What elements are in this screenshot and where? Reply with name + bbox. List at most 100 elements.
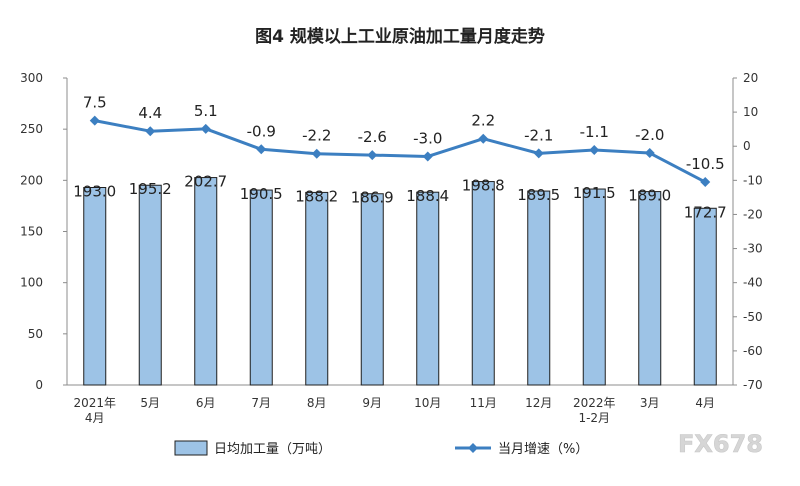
x-axis-category-line: 4月 (85, 411, 105, 425)
bar (194, 177, 218, 386)
line-point-marker (422, 151, 433, 162)
right-axis-tick-label: -50 (743, 310, 763, 324)
line-value-label: -2.6 (358, 128, 387, 146)
legend-line-label: 当月增速（%） (498, 442, 588, 457)
x-axis-category-label: 3月 (640, 396, 660, 410)
x-axis-category-line: 9月 (362, 396, 382, 410)
watermark: FX678 (678, 426, 778, 464)
line-value-label: -0.9 (247, 122, 276, 140)
right-axis-tick-label: 20 (743, 71, 758, 85)
x-axis-category-line: 2021年 (73, 396, 116, 410)
legend-line-marker (468, 443, 478, 453)
line-point-marker (533, 148, 544, 159)
line-value-label: 4.4 (138, 104, 162, 122)
right-axis-tick-label: -60 (743, 344, 763, 358)
line-value-label: -2.0 (635, 126, 664, 144)
line-value-label: -1.1 (580, 123, 609, 141)
x-axis-category-label: 9月 (362, 396, 382, 410)
left-axis-tick-label: 150 (20, 225, 43, 239)
right-axis-tick-label: -20 (743, 207, 763, 221)
bar-value-label: 198.8 (462, 177, 505, 195)
line-point-marker (200, 123, 211, 134)
bar-value-label: 202.7 (184, 173, 227, 191)
bar-value-label: 193.0 (73, 182, 116, 200)
line-value-label: -3.0 (413, 129, 442, 147)
right-axis-tick-label: 10 (743, 105, 758, 119)
x-axis-category-label: 7月 (251, 396, 271, 410)
x-axis-category-label: 8月 (307, 396, 327, 410)
watermark-text: FX678 (678, 430, 763, 458)
bar (693, 207, 717, 386)
left-axis-tick-label: 0 (35, 378, 43, 392)
line-point-marker (89, 115, 100, 126)
line-value-label: -2.2 (302, 127, 331, 145)
bar (360, 193, 384, 386)
bar (83, 186, 107, 386)
x-axis-category-label: 2022年 1-2月 (573, 396, 616, 425)
x-axis-category-line: 12月 (525, 396, 552, 410)
x-axis-category-line: 5月 (140, 396, 160, 410)
x-axis-category-label: 5月 (140, 396, 160, 410)
line-point-marker (256, 144, 267, 155)
x-axis-category-line: 3月 (640, 396, 660, 410)
line-value-label: -10.5 (686, 155, 725, 173)
line-value-label: 7.5 (83, 94, 107, 112)
right-axis-tick-label: 0 (743, 139, 751, 153)
line-point-marker (644, 148, 655, 159)
watermark-logo: FX678 (678, 430, 764, 459)
line-point-marker (367, 150, 378, 161)
x-axis-category-line: 4月 (695, 396, 715, 410)
x-axis-category-line: 11月 (470, 396, 497, 410)
bar-value-label: 190.5 (240, 185, 283, 203)
x-axis-category-label: 11月 (470, 396, 497, 410)
right-axis-tick-label: -30 (743, 242, 763, 256)
left-axis-tick-label: 50 (28, 327, 43, 341)
bar (305, 191, 329, 386)
line-point-marker (311, 148, 322, 159)
x-axis-category-line: 1-2月 (578, 411, 610, 425)
x-axis-category-line: 10月 (414, 396, 441, 410)
bar (638, 191, 662, 386)
x-axis-category-label: 2021年 4月 (73, 396, 116, 425)
bar-value-label: 188.4 (406, 187, 449, 205)
bar-value-label: 191.5 (573, 184, 616, 202)
bar (416, 191, 440, 386)
line-point-marker (145, 126, 156, 137)
line-value-label: -2.1 (524, 126, 553, 144)
right-axis-tick-label: -10 (743, 173, 763, 187)
line-value-label: 5.1 (194, 102, 218, 120)
x-axis-category-line: 7月 (251, 396, 271, 410)
right-axis-tick-label: -70 (743, 378, 763, 392)
bar-value-label: 188.2 (295, 187, 338, 205)
x-axis-category-label: 4月 (695, 396, 715, 410)
left-axis-tick-label: 300 (20, 71, 43, 85)
bar (527, 190, 551, 386)
line-point-marker (700, 177, 711, 188)
line-point-marker (478, 133, 489, 144)
left-axis-tick-label: 250 (20, 122, 43, 136)
line-value-label: 2.2 (471, 112, 495, 130)
x-axis-category-label: 12月 (525, 396, 552, 410)
x-axis-category-line: 2022年 (573, 396, 616, 410)
bar (249, 189, 273, 386)
chart-title: 图4 规模以上工业原油加工量月度走势 (255, 26, 545, 47)
x-axis-category-line: 8月 (307, 396, 327, 410)
left-axis-tick-label: 100 (20, 276, 43, 290)
x-axis-category-line: 6月 (196, 396, 216, 410)
bar-value-label: 189.0 (628, 187, 671, 205)
legend-bar-swatch (174, 440, 208, 456)
legend-bar-label: 日均加工量（万吨） (214, 442, 331, 457)
bar-value-label: 195.2 (129, 180, 172, 198)
x-axis-category-label: 6月 (196, 396, 216, 410)
bar (582, 188, 606, 386)
bar (471, 181, 495, 386)
bar (138, 184, 162, 386)
right-axis-tick-label: -40 (743, 276, 763, 290)
left-axis-tick-label: 200 (20, 173, 43, 187)
line-point-marker (589, 144, 600, 155)
bar-value-label: 186.9 (351, 189, 394, 207)
x-axis-category-label: 10月 (414, 396, 441, 410)
bar-value-label: 172.7 (684, 203, 727, 221)
